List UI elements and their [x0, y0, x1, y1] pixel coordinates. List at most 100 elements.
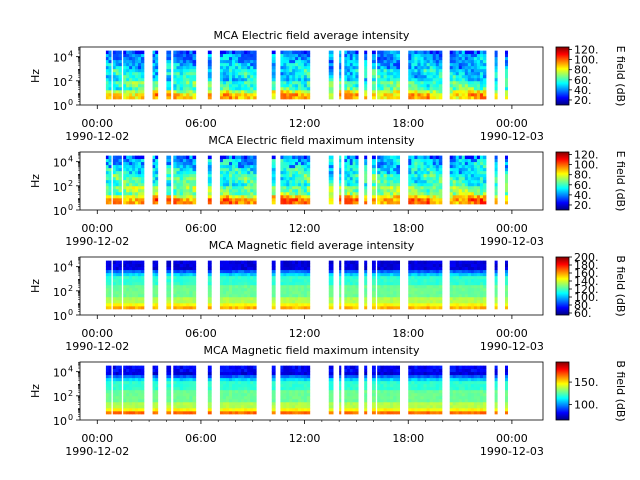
heatmap-cell: [377, 302, 381, 307]
heatmap-cell: [222, 173, 227, 178]
heatmap-cell: [432, 53, 437, 58]
heatmap-cell: [182, 404, 187, 409]
heatmap-cell: [244, 95, 248, 100]
heatmap-cell: [494, 185, 498, 190]
heatmap-cell: [482, 173, 487, 178]
heatmap-cell: [176, 56, 181, 61]
heatmap-cell: [423, 89, 428, 94]
heatmap-cell: [364, 161, 368, 166]
heatmap-cell: [344, 197, 348, 202]
heatmap-cell: [126, 59, 130, 64]
heatmap-cell: [303, 278, 308, 283]
heatmap-cell: [280, 266, 284, 271]
heatmap-cell: [155, 374, 159, 379]
heatmap-cell: [138, 86, 142, 91]
heatmap-cell: [289, 272, 293, 277]
heatmap-cell: [420, 191, 424, 196]
heatmap-cell: [115, 191, 119, 196]
heatmap-cell: [426, 80, 431, 85]
heatmap-cell: [186, 74, 190, 79]
heatmap-cell: [408, 50, 412, 55]
heatmap-cell: [182, 392, 187, 397]
heatmap-cell: [115, 380, 119, 385]
heatmap-cell: [118, 77, 122, 82]
heatmap-cell: [152, 89, 156, 94]
heatmap-cell: [377, 182, 381, 187]
heatmap-cell: [135, 305, 139, 310]
heatmap-cell: [432, 161, 437, 166]
heatmap-cell: [244, 86, 248, 91]
heatmap-cell: [179, 410, 184, 415]
heatmap-cell: [408, 68, 412, 73]
heatmap-cell: [306, 266, 311, 271]
heatmap-cell: [396, 263, 401, 268]
heatmap-cell: [298, 53, 302, 58]
heatmap-cell: [253, 278, 257, 283]
heatmap-cell: [303, 188, 308, 193]
heatmap-cell: [286, 194, 290, 199]
heatmap-cell: [232, 155, 236, 160]
heatmap-cell: [352, 299, 356, 304]
heatmap-cell: [152, 371, 156, 376]
heatmap-cell: [386, 269, 391, 274]
heatmap-cell: [298, 284, 302, 289]
heatmap-cell: [115, 284, 119, 289]
heatmap-cell: [283, 71, 287, 76]
heatmap-cell: [482, 155, 487, 160]
heatmap-cell: [232, 299, 236, 304]
heatmap-cell: [292, 287, 296, 292]
heatmap-cell: [176, 53, 181, 58]
heatmap-cell: [383, 266, 388, 271]
heatmap-cell: [271, 53, 276, 58]
heatmap-cell: [429, 263, 434, 268]
heatmap-cell: [186, 410, 190, 415]
heatmap-cell: [192, 83, 197, 88]
heatmap-cell: [458, 77, 463, 82]
heatmap-cell: [461, 68, 466, 73]
heatmap-cell: [476, 305, 481, 310]
heatmap-cell: [476, 83, 481, 88]
heatmap-cell: [476, 200, 481, 205]
heatmap-cell: [192, 383, 197, 388]
heatmap-cell: [207, 386, 212, 391]
heatmap-cell: [173, 290, 177, 295]
heatmap-cell: [458, 80, 463, 85]
heatmap-cell: [328, 188, 334, 193]
heatmap-cell: [494, 179, 498, 184]
heatmap-cell: [470, 275, 475, 280]
heatmap-cell: [126, 182, 130, 187]
heatmap-cell: [189, 305, 193, 310]
heatmap-cell: [222, 59, 227, 64]
heatmap-cell: [494, 275, 498, 280]
heatmap-cell: [396, 278, 401, 283]
heatmap-cell: [455, 80, 460, 85]
heatmap-cell: [280, 65, 284, 70]
heatmap-cell: [244, 71, 248, 76]
heatmap-cell: [229, 62, 233, 67]
heatmap-cell: [155, 83, 159, 88]
heatmap-cell: [155, 401, 159, 406]
heatmap-cell: [179, 188, 184, 193]
heatmap-cell: [115, 305, 119, 310]
heatmap-cell: [408, 71, 412, 76]
heatmap-cell: [179, 77, 184, 82]
heatmap-cell: [155, 59, 159, 64]
heatmap-cell: [244, 410, 248, 415]
heatmap-cell: [166, 95, 172, 100]
heatmap-cell: [126, 170, 130, 175]
heatmap-cell: [303, 53, 308, 58]
heatmap-cell: [449, 293, 454, 298]
heatmap-cell: [438, 164, 443, 169]
heatmap-cell: [229, 188, 233, 193]
heatmap-cell: [289, 194, 293, 199]
heatmap-cell: [286, 53, 290, 58]
heatmap-cell: [207, 155, 212, 160]
heatmap-cell: [118, 74, 122, 79]
heatmap-cell: [355, 158, 359, 163]
heatmap-cell: [429, 302, 434, 307]
heatmap-cell: [364, 194, 368, 199]
heatmap-cell: [229, 197, 233, 202]
heatmap-cell: [286, 83, 290, 88]
heatmap-cell: [155, 200, 159, 205]
heatmap-cell: [411, 59, 415, 64]
